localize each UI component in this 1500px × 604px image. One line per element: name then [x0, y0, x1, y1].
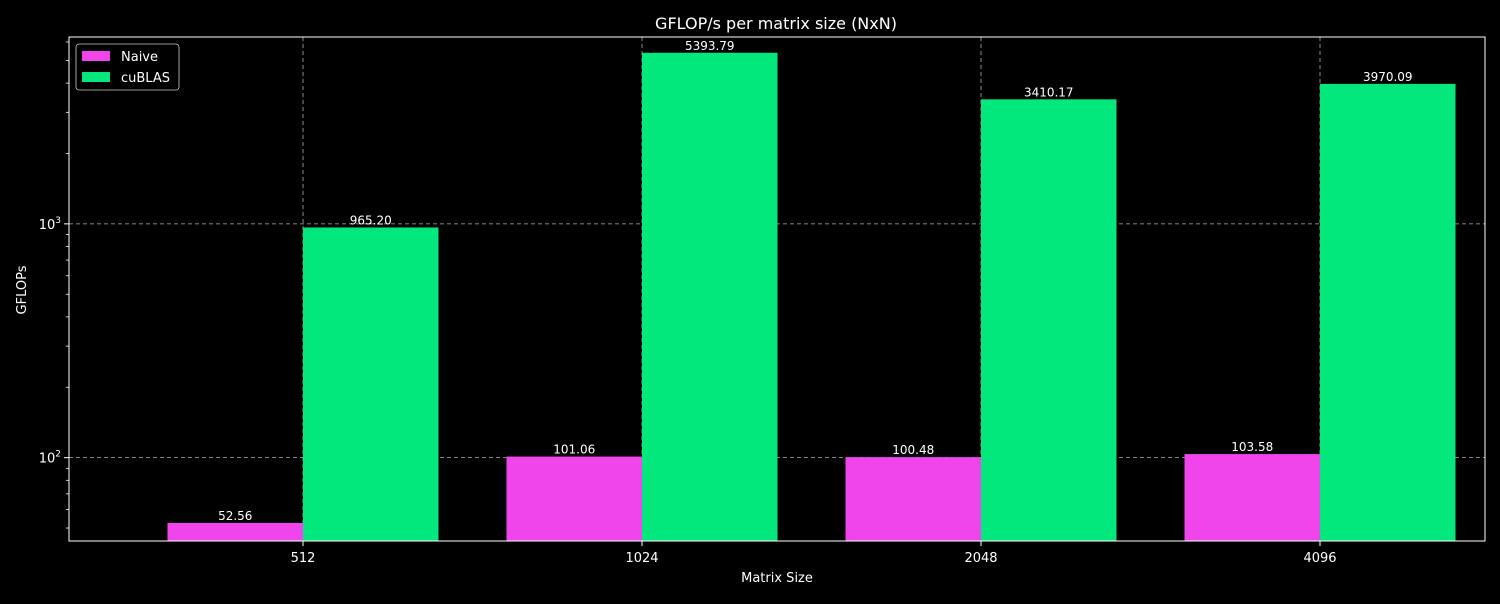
- bar-value-label: 3410.17: [1024, 85, 1074, 99]
- legend: Naive cuBLAS: [75, 43, 180, 91]
- x-tick-label: 1024: [625, 551, 658, 566]
- bar-value-label: 52.56: [218, 509, 252, 523]
- bar-cublas: [1320, 83, 1456, 542]
- bar-cublas: [303, 227, 439, 541]
- bar-value-label: 3970.09: [1363, 70, 1413, 84]
- bars: [167, 52, 1456, 542]
- legend-swatch-naive: [82, 51, 110, 61]
- bar-naive: [506, 456, 642, 541]
- legend-label-naive: Naive: [121, 50, 158, 65]
- bar-naive: [1184, 454, 1320, 541]
- bar-value-label: 100.48: [892, 443, 934, 457]
- bar-value-label: 103.58: [1231, 440, 1273, 454]
- bar-cublas: [981, 99, 1117, 542]
- axes: 512 1024 2048 4096 102 103: [39, 36, 1486, 566]
- y-axis-label: GFLOPs: [15, 265, 30, 314]
- x-tick-label: 4096: [1303, 551, 1336, 566]
- bar-naive: [845, 457, 981, 541]
- y-tick-label: 102: [39, 450, 61, 467]
- bar-naive: [167, 522, 303, 541]
- x-tick-label: 512: [291, 551, 316, 566]
- plot-frame: [68, 36, 1486, 542]
- bar-value-label: 5393.79: [685, 39, 735, 53]
- bar-value-label: 965.20: [350, 213, 392, 227]
- legend-swatch-cublas: [82, 72, 110, 82]
- x-tick-label: 2048: [964, 551, 997, 566]
- chart-title: GFLOP/s per matrix size (NxN): [655, 14, 897, 33]
- x-axis-label: Matrix Size: [741, 571, 813, 586]
- bar-value-label: 101.06: [553, 443, 595, 457]
- bar-cublas: [642, 52, 778, 541]
- bar-value-labels: 52.56 101.06 100.48 103.58 965.20 5393.79 3410…: [218, 39, 1412, 523]
- legend-label-cublas: cuBLAS: [121, 71, 170, 86]
- y-tick-label: 103: [39, 216, 61, 233]
